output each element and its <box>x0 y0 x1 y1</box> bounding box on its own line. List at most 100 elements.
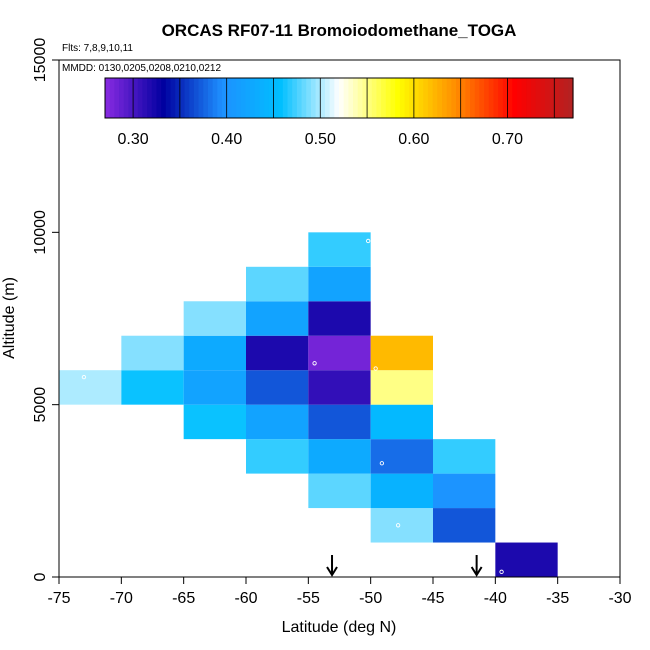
colorbar-segment <box>250 78 256 118</box>
colorbar-segment <box>451 78 457 118</box>
colorbar-segment <box>278 78 284 118</box>
colorbar-segment <box>339 78 345 118</box>
colorbar-tick-label: 0.60 <box>398 131 429 148</box>
colorbar-segment <box>470 78 476 118</box>
heatmap-cell <box>59 370 122 405</box>
heatmap-cell <box>433 473 496 509</box>
down-arrow <box>470 555 483 577</box>
colorbar-segment <box>479 78 485 118</box>
x-axis-label: Latitude (deg N) <box>282 619 397 636</box>
colorbar-segment <box>189 78 195 118</box>
y-tick-label: 5000 <box>32 387 49 423</box>
colorbar-segment <box>549 78 555 118</box>
x-axis: -75 -70 -65 -60 -55 -50 -45 -40 -35 -30 <box>47 577 632 607</box>
y-axis-label: Altitude (m) <box>1 277 18 359</box>
colorbar-segment <box>446 78 452 118</box>
colorbar-segment <box>296 78 303 118</box>
colorbar-segment <box>371 78 378 118</box>
colorbar-segment <box>245 78 251 118</box>
colorbar-segment <box>498 78 504 118</box>
sample-point <box>366 238 371 244</box>
colorbar-tick-label: 0.40 <box>211 131 242 148</box>
heatmap-cell <box>370 473 433 509</box>
colorbar-segment <box>147 78 153 118</box>
dates-note: MMDD: 0130,0205,0208,0210,0212 <box>62 63 221 74</box>
x-tick-label: -40 <box>484 590 507 607</box>
heatmap-cell <box>246 370 309 405</box>
colorbar-segment <box>287 78 293 118</box>
sample-point <box>499 569 504 574</box>
colorbar-frame <box>104 77 574 119</box>
x-tick-label: -60 <box>234 590 257 607</box>
heatmap-cell <box>246 266 309 302</box>
heatmap-cell <box>183 370 246 405</box>
section-arrows <box>326 555 483 577</box>
heatmap-cell <box>308 335 371 371</box>
heatmap-cell <box>183 404 246 440</box>
colorbar-segment <box>507 78 513 118</box>
colorbar-segment <box>282 78 289 118</box>
colorbar-segment <box>437 78 443 118</box>
colorbar-tick-label: 0.50 <box>305 131 336 148</box>
colorbar-segment <box>381 78 387 118</box>
colorbar-segment <box>432 78 438 118</box>
heatmap-cell <box>495 542 558 577</box>
colorbar-segment <box>175 78 181 118</box>
colorbar-segment <box>334 78 340 118</box>
heatmap-cell <box>121 370 184 405</box>
colorbar-segment <box>184 78 190 118</box>
colorbar-segment <box>142 78 148 118</box>
sample-point <box>312 361 317 366</box>
plot-frame <box>58 59 621 578</box>
colorbar-segment <box>390 78 396 118</box>
sample-point <box>395 523 401 528</box>
colorbar-segment <box>418 78 424 118</box>
x-tick-label: -75 <box>47 590 70 607</box>
heatmap-cell <box>246 335 309 371</box>
heatmap-cell <box>433 508 496 543</box>
colorbar-segment <box>109 78 115 118</box>
x-tick-label: -70 <box>110 590 133 607</box>
heatmap-cell <box>308 404 371 440</box>
colorbar-segment <box>460 78 466 118</box>
colorbar-segment <box>123 78 129 118</box>
colorbar-segment <box>493 78 499 118</box>
colorbar-tick-label: 0.70 <box>492 131 523 148</box>
heatmap-cell <box>370 370 433 405</box>
heatmap-cell <box>370 335 433 371</box>
colorbar: 0.30 0.40 0.50 0.60 0.70 <box>104 77 574 148</box>
sample-point <box>379 461 385 466</box>
colorbar-segment <box>193 78 200 118</box>
colorbar-segment <box>554 78 560 118</box>
colorbar-segment <box>264 78 270 118</box>
heatmap-cell <box>246 301 309 336</box>
colorbar-segment <box>240 78 246 118</box>
colorbar-segment <box>376 78 382 118</box>
colorbar-segment <box>156 78 162 118</box>
heatmap-cell <box>246 404 309 440</box>
down-arrow <box>326 555 338 577</box>
colorbar-segment <box>441 78 448 118</box>
heatmap-cell <box>183 301 246 336</box>
colorbar-segment <box>512 78 518 118</box>
heatmap-cell <box>308 439 371 474</box>
x-tick-label: -45 <box>421 590 444 607</box>
colorbar-segment <box>343 78 349 118</box>
heatmap-cell <box>246 439 309 474</box>
x-tick-label: -30 <box>608 590 631 607</box>
x-tick-label: -35 <box>546 590 569 607</box>
colorbar-segment <box>273 78 279 118</box>
colorbar-segment <box>540 78 546 118</box>
heatmap-cell <box>370 404 433 440</box>
y-tick-label: 15000 <box>32 38 49 83</box>
colorbar-segment <box>301 78 307 118</box>
colorbar-segment <box>427 78 434 118</box>
colorbar-segment <box>119 78 125 118</box>
colorbar-segment <box>320 78 326 118</box>
flights-note: Flts: 7,8,9,10,11 <box>62 43 133 54</box>
heatmap-cell <box>308 301 371 336</box>
colorbar-segment <box>502 78 509 118</box>
colorbar-segment <box>399 78 406 118</box>
colorbar-segment <box>568 78 574 118</box>
colorbar-segment <box>165 78 172 118</box>
